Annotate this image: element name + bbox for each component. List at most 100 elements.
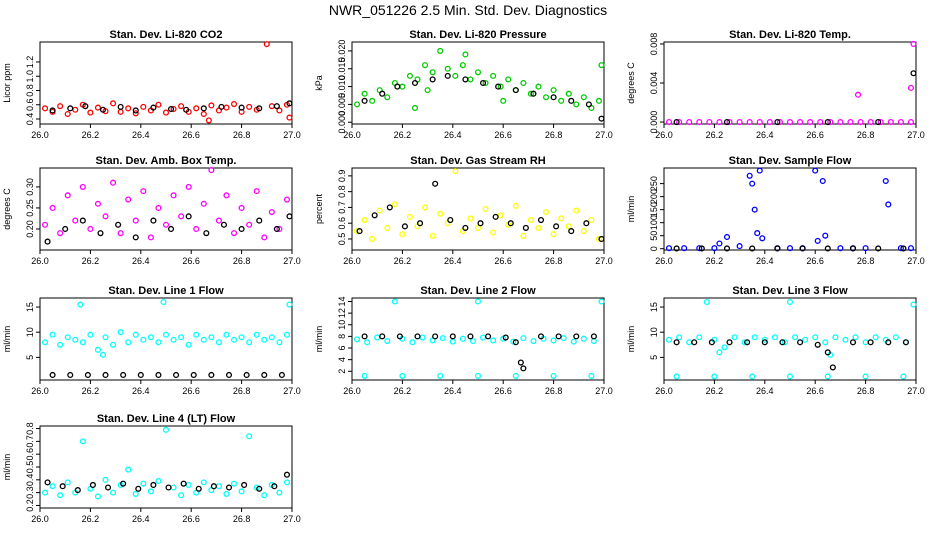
plot-frame [39, 297, 293, 381]
data-point [875, 245, 882, 252]
panel-gas-stream-rh: Stan. Dev. Gas Stream RH 26.0 26.2 26.4 26.6… [314, 155, 613, 266]
x-tick-label: 26.4 [756, 130, 774, 140]
data-point [900, 245, 907, 252]
data-point [502, 334, 509, 341]
y-tick-label: 0 [649, 246, 659, 251]
data-point [776, 118, 783, 126]
data-point [812, 334, 819, 341]
data-point [555, 333, 562, 340]
data-point [185, 341, 192, 348]
x-tick-label: 26.6 [182, 386, 200, 396]
data-point [892, 334, 899, 341]
data-point [263, 41, 270, 48]
data-point [797, 118, 804, 126]
data-point [749, 180, 756, 187]
data-point [711, 245, 718, 252]
x-tick-label: 26.0 [655, 130, 673, 140]
data-point [479, 334, 487, 341]
data-point [774, 118, 781, 126]
x-tick-label: 27.0 [907, 386, 925, 396]
x-tick-label: 26.0 [31, 386, 49, 396]
data-point [135, 485, 142, 492]
y-tick-label: 0.004 [649, 72, 659, 95]
data-point [822, 232, 829, 239]
x-tick-label: 26.0 [655, 386, 673, 396]
chart-title: Stan. Dev. Gas Stream RH [410, 155, 546, 167]
x-tick-label: 26.6 [182, 514, 200, 524]
data-point [261, 336, 268, 343]
x-tick-label: 27.0 [283, 130, 301, 140]
series-mean [361, 72, 605, 122]
data-point [580, 335, 587, 342]
series-main [665, 40, 917, 126]
data-point [595, 235, 603, 243]
x-tick-label: 27.0 [283, 386, 301, 396]
data-point [84, 371, 91, 379]
y-tick-label: 15 [25, 302, 35, 312]
panel-li820-temp: Stan. Dev. Li-820 Temp. 26.0 26.2 26.4 26.6 2… [626, 29, 925, 140]
data-point [691, 339, 698, 346]
x-tick-label: 26.0 [31, 130, 49, 140]
data-point [89, 481, 96, 488]
data-point [771, 334, 778, 341]
data-point [115, 221, 122, 228]
data-point [437, 47, 444, 54]
data-point [286, 114, 293, 121]
data-point [910, 301, 917, 308]
data-point [379, 333, 386, 340]
data-point [276, 339, 283, 346]
data-point [364, 339, 371, 346]
data-point [72, 217, 79, 224]
data-point [225, 371, 233, 379]
data-point [535, 224, 542, 231]
data-point [132, 331, 139, 338]
data-point [44, 479, 51, 486]
data-point [867, 339, 874, 346]
data-point [469, 337, 477, 345]
data-point [588, 216, 595, 224]
data-point [862, 339, 869, 346]
data-point [41, 221, 49, 228]
data-point [165, 484, 172, 491]
data-point [424, 87, 431, 94]
data-point [87, 109, 94, 116]
x-tick-label: 27.0 [907, 256, 925, 266]
data-point [558, 215, 565, 222]
data-point [246, 339, 253, 346]
data-point [573, 207, 580, 214]
data-point [170, 336, 177, 343]
data-point [87, 331, 94, 338]
data-point [550, 94, 557, 101]
data-point [449, 333, 456, 340]
data-point [766, 118, 773, 126]
y-axis-label: ml/min [2, 454, 12, 481]
y-tick-label: 0.7 [25, 435, 35, 448]
data-point [907, 118, 915, 126]
data-point [723, 245, 731, 252]
x-tick-label: 26.4 [132, 514, 150, 524]
x-tick-label: 26.0 [343, 256, 361, 266]
panel-line3-flow: Stan. Dev. Line 3 Flow 26.0 26.2 26.4 26.6 26… [626, 285, 925, 396]
data-point [824, 373, 831, 380]
data-point [208, 371, 215, 379]
panel-li820-pressure: Stan. Dev. Li-820 Pressure 26.0 26.2 26.4 26… [314, 29, 613, 140]
x-tick-label: 26.6 [494, 386, 512, 396]
plot-frame [663, 41, 917, 125]
data-point [286, 100, 293, 107]
series-main [41, 167, 291, 241]
data-point [399, 83, 406, 90]
data-point [195, 485, 202, 492]
data-point [462, 76, 469, 83]
data-point [875, 118, 882, 126]
data-point [215, 339, 222, 346]
data-point [110, 179, 117, 186]
data-point [490, 229, 497, 236]
panel-amb-box-temp: Stan. Dev. Amb. Box Temp. 26.0 26.2 26.4 26.… [2, 155, 301, 266]
data-point [246, 433, 253, 440]
data-point [238, 334, 245, 341]
data-point [573, 333, 580, 340]
data-point [62, 225, 69, 233]
x-tick-label: 26.8 [233, 130, 251, 140]
data-point [406, 72, 414, 79]
data-point [580, 94, 587, 101]
